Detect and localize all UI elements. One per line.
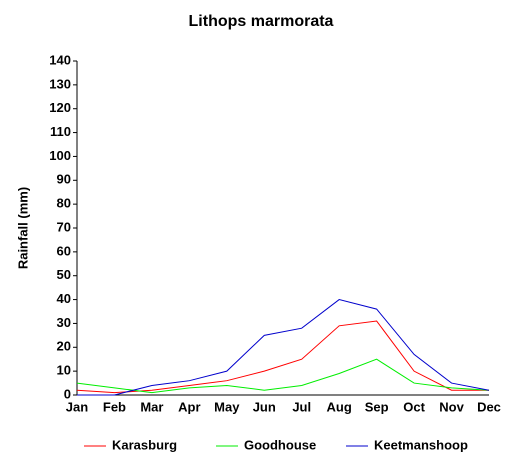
legend-label: Karasburg <box>112 437 177 452</box>
x-tick-label: Jul <box>292 399 311 414</box>
legend-label: Keetmanshoop <box>374 437 468 452</box>
chart-title: Lithops marmorata <box>189 13 334 30</box>
y-tick-label: 120 <box>49 100 71 115</box>
x-tick-label: Aug <box>327 399 352 414</box>
y-tick-label: 140 <box>49 52 71 67</box>
x-tick-label: Apr <box>178 399 200 414</box>
y-axis-title: Rainfall (mm) <box>15 187 30 269</box>
y-tick-label: 80 <box>57 196 71 211</box>
y-tick-label: 30 <box>57 315 71 330</box>
y-tick-label: 110 <box>50 124 71 139</box>
x-tick-label: Nov <box>439 399 464 414</box>
series-line <box>76 320 489 394</box>
y-tick-label: 50 <box>57 267 71 282</box>
series-line <box>76 358 490 394</box>
y-tick-label: 60 <box>57 243 71 258</box>
x-tick-label: May <box>214 399 240 414</box>
y-tick-label: 100 <box>49 148 71 163</box>
x-tick-label: Feb <box>103 399 126 414</box>
y-tick-label: 10 <box>57 363 71 378</box>
legend-label: Goodhouse <box>244 437 316 452</box>
x-tick-label: Jun <box>253 399 276 414</box>
y-tick-label: 40 <box>57 291 71 306</box>
y-tick-label: 20 <box>57 339 71 354</box>
x-tick-label: Sep <box>365 399 389 414</box>
x-tick-label: Mar <box>140 399 163 414</box>
series-line <box>77 299 490 396</box>
x-tick-label: Dec <box>477 399 501 414</box>
x-tick-label: Oct <box>403 399 425 414</box>
x-tick-label: Jan <box>66 399 88 414</box>
y-tick-label: 130 <box>49 76 71 91</box>
y-tick-label: 90 <box>57 172 71 187</box>
y-tick-label: 0 <box>64 386 71 401</box>
y-tick-label: 70 <box>57 219 71 234</box>
